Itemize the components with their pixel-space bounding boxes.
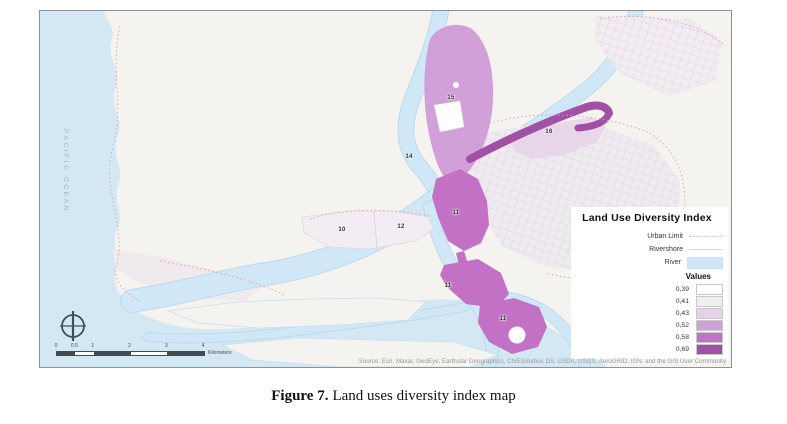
legend-value-swatch	[696, 331, 723, 343]
solid-line-icon	[689, 245, 723, 255]
zone-divider	[373, 210, 378, 249]
legend-value-label: 0,58	[675, 333, 689, 341]
legend-title: Land Use Diversity Index	[582, 212, 712, 224]
legend-item-river: River	[571, 256, 723, 269]
legend-value-row: 0,39	[571, 283, 723, 295]
scale-tick: 2	[128, 343, 131, 349]
zone-10-12-polygon	[301, 210, 435, 250]
zone-069-ribbon	[466, 101, 613, 163]
dotted-line-icon	[689, 232, 723, 242]
scale-bar: Kilometers 0 0.5 1 2 3 4	[54, 343, 286, 361]
scale-tick: 3	[164, 343, 168, 349]
legend-value-label: 0,43	[675, 309, 689, 317]
legend-item-rivershore: Rivershore	[571, 243, 723, 256]
scale-bar-bar	[56, 351, 205, 356]
scale-segment	[57, 352, 76, 355]
legend-value-label: 0,41	[675, 297, 689, 305]
fill-icon	[687, 256, 723, 269]
zone-11-white-hole	[508, 326, 526, 344]
zone-15-white-hole	[433, 100, 465, 133]
legend-item-label: Rivershore	[649, 246, 683, 253]
legend-item-label: Urban Limit	[647, 233, 683, 240]
legend-values: 0,39 0,41 0,43 0,52 0,58 0,69	[571, 283, 723, 355]
legend-values-header: Values	[685, 272, 711, 281]
legend-value-label: 0,69	[675, 345, 689, 353]
figure-caption-text: Land uses diversity index map	[332, 388, 516, 404]
urban-limit-lines	[109, 15, 726, 302]
legend-items: Urban Limit Rivershore River	[571, 230, 723, 269]
map-figure: PACIFIC OCEAN 15 14 16 11 10 12 11 11 Land Use …	[39, 10, 732, 368]
map-attribution: Source: Esri, Maxar, GeoEye, Earthstar G…	[358, 358, 726, 365]
legend-value-row: 0,69	[571, 343, 723, 355]
legend-value-swatch	[696, 283, 723, 295]
figure-caption: Figure 7. Land uses diversity index map	[0, 388, 787, 405]
scale-segment	[130, 352, 168, 355]
scale-bar-unit: Kilometers	[208, 350, 232, 356]
legend-value-swatch	[696, 295, 723, 307]
legend-value-label: 0,52	[675, 321, 689, 329]
scale-tick: 1	[91, 343, 95, 349]
ocean-label: PACIFIC OCEAN	[62, 129, 69, 213]
legend-value-row: 0,41	[571, 295, 723, 307]
figure-caption-label: Figure 7.	[271, 388, 329, 404]
legend-value-swatch	[696, 307, 723, 319]
scale-tick: 4	[201, 343, 205, 349]
zone-11-chain	[432, 169, 547, 354]
legend-value-row: 0,43	[571, 307, 723, 319]
compass-icon	[60, 311, 86, 341]
scale-segment	[75, 352, 94, 355]
legend-value-row: 0,58	[571, 331, 723, 343]
map-legend: Land Use Diversity Index Urban Limit Rive…	[571, 207, 729, 359]
legend-item-urban-limit: Urban Limit	[571, 230, 723, 243]
estuary-island	[166, 297, 427, 329]
scale-tick: 0.5	[70, 343, 78, 349]
estuary-channel-2	[144, 303, 468, 343]
legend-item-label: River	[664, 259, 681, 266]
south-river	[424, 201, 499, 367]
scale-segment	[93, 352, 131, 355]
legend-value-swatch	[696, 343, 723, 355]
estuary-island-south	[220, 337, 500, 367]
scale-tick: 0	[54, 343, 58, 349]
legend-value-label: 0,39	[675, 285, 689, 293]
scale-segment	[167, 352, 204, 355]
legend-value-row: 0,52	[571, 319, 723, 331]
legend-value-swatch	[696, 319, 723, 331]
zone-15-white-dot	[453, 82, 459, 88]
